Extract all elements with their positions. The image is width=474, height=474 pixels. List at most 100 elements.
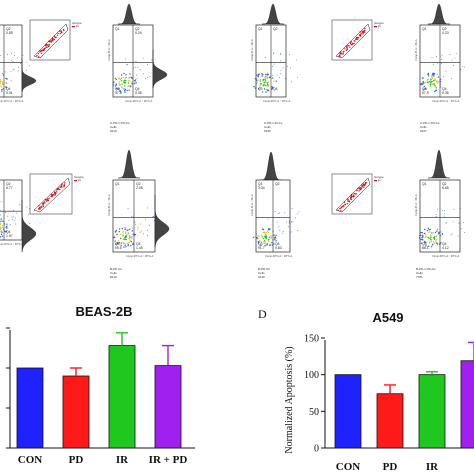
x-axis-label: Comp-FITC-A :: FITC-A bbox=[126, 254, 154, 258]
quadrant-label-q2: Q2 bbox=[136, 182, 141, 186]
event-dot bbox=[363, 186, 365, 188]
event-dot bbox=[273, 237, 276, 239]
event-dot bbox=[255, 83, 257, 85]
event-dot bbox=[131, 83, 134, 85]
event-dot bbox=[123, 79, 126, 82]
event-dot bbox=[273, 80, 275, 82]
event-dot bbox=[264, 236, 267, 239]
event-dot bbox=[131, 77, 133, 79]
event-dot bbox=[122, 241, 124, 244]
cell-cluster bbox=[253, 207, 300, 247]
event-dot bbox=[124, 227, 126, 229]
histogram-curve bbox=[21, 60, 37, 93]
event-dot bbox=[350, 41, 352, 43]
event-dot bbox=[444, 213, 446, 215]
event-dot bbox=[127, 82, 130, 84]
event-dot bbox=[128, 241, 131, 244]
event-dot bbox=[5, 211, 6, 213]
event-dot bbox=[43, 201, 46, 203]
event-dot bbox=[362, 31, 364, 33]
event-dot bbox=[268, 227, 270, 230]
event-dot bbox=[455, 52, 457, 54]
event-dot bbox=[61, 186, 63, 188]
event-dot bbox=[350, 196, 352, 198]
event-dot bbox=[420, 231, 422, 234]
gate-name: Cells bbox=[258, 271, 265, 275]
event-dot bbox=[29, 222, 31, 224]
event-dot bbox=[273, 243, 275, 245]
event-dot bbox=[354, 40, 356, 42]
event-dot bbox=[427, 82, 429, 84]
event-dot bbox=[123, 238, 125, 240]
event-dot bbox=[49, 40, 51, 43]
event-dot bbox=[421, 236, 423, 239]
event-dot bbox=[422, 82, 424, 85]
event-dot bbox=[425, 245, 427, 247]
event-dot bbox=[14, 52, 16, 54]
quadrant-label-q2: Q2 bbox=[442, 182, 447, 186]
event-dot bbox=[432, 241, 435, 243]
cell-cluster bbox=[420, 52, 465, 93]
event-dot bbox=[423, 88, 425, 90]
event-dot bbox=[430, 78, 432, 80]
legend-label: Isotype bbox=[74, 175, 84, 179]
event-dot bbox=[39, 207, 42, 209]
y-tick-label: 50 bbox=[309, 407, 319, 418]
histogram-top bbox=[261, 3, 285, 25]
event-dot bbox=[351, 43, 353, 46]
event-dot bbox=[122, 231, 124, 234]
cell-cluster bbox=[253, 52, 298, 93]
quadrant-label-q2: Q2 bbox=[6, 27, 11, 31]
x-axis-label: Comp-FITC-A :: FITC-A bbox=[263, 99, 291, 103]
event-dot bbox=[129, 228, 131, 230]
event-dot bbox=[139, 68, 141, 70]
event-dot bbox=[126, 89, 128, 92]
event-dot bbox=[120, 77, 123, 80]
x-tick-label-ir: IR bbox=[426, 461, 439, 473]
histogram-curve bbox=[259, 151, 283, 181]
event-dot bbox=[431, 76, 433, 78]
event-dot bbox=[54, 194, 57, 196]
event-dot bbox=[122, 76, 124, 79]
event-dot bbox=[459, 229, 461, 231]
event-dot bbox=[5, 82, 7, 84]
event-dot bbox=[135, 224, 137, 225]
event-dot bbox=[272, 237, 274, 239]
event-dot bbox=[20, 62, 21, 64]
x-axis-label: Comp-FITC-A :: FITC-A bbox=[0, 242, 24, 246]
quadrant-label-q4: Q4 bbox=[136, 242, 141, 246]
chart-title-beas-2b: BEAS-2B bbox=[75, 304, 132, 319]
quadrant-value: 97.9 bbox=[422, 91, 429, 95]
histogram-side bbox=[21, 60, 37, 93]
event-count: 6346 bbox=[264, 129, 271, 133]
event-dot bbox=[445, 70, 447, 72]
event-dot bbox=[435, 87, 437, 89]
event-dot bbox=[420, 234, 422, 236]
event-dot bbox=[44, 47, 46, 49]
event-dot bbox=[445, 222, 447, 224]
event-dot bbox=[0, 80, 2, 83]
event-dot bbox=[290, 231, 292, 233]
event-dot bbox=[429, 238, 431, 240]
event-dot bbox=[147, 76, 149, 78]
quadrant-value: 4.12 bbox=[442, 246, 449, 250]
event-dot bbox=[14, 217, 16, 219]
event-dot bbox=[119, 78, 122, 81]
event-dot bbox=[126, 242, 128, 245]
event-dot bbox=[1, 90, 3, 92]
event-dot bbox=[50, 41, 52, 43]
event-dot bbox=[288, 54, 290, 56]
legend-label: PI bbox=[78, 179, 81, 183]
event-dot bbox=[422, 80, 424, 83]
event-dot bbox=[115, 84, 117, 86]
event-dot bbox=[133, 67, 135, 69]
event-dot bbox=[0, 226, 1, 229]
event-dot bbox=[343, 205, 345, 207]
event-dot bbox=[280, 60, 282, 62]
event-dot bbox=[46, 199, 49, 201]
event-dot bbox=[265, 235, 268, 237]
event-dot bbox=[130, 236, 132, 239]
